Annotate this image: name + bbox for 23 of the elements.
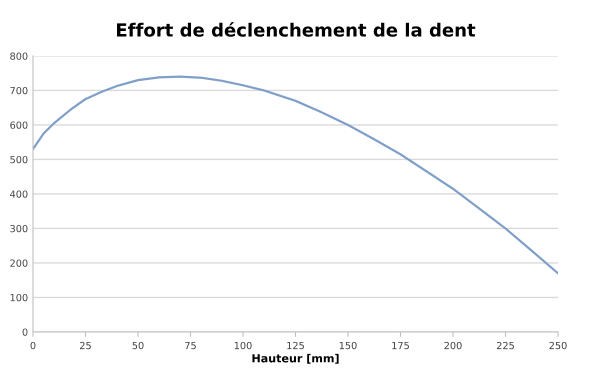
x-tick-label: 200	[444, 342, 462, 350]
x-tick-label: 250	[549, 342, 567, 350]
x-tick-label: 100	[234, 342, 252, 350]
y-tick-label: 100	[10, 294, 28, 302]
y-tick-label: 200	[10, 259, 28, 267]
x-tick-label: 150	[340, 342, 357, 350]
y-tick-label: 0	[22, 328, 28, 336]
y-tick-label: 700	[10, 86, 28, 94]
x-tick-label: 50	[132, 342, 144, 350]
x-tick-label: 125	[287, 342, 304, 350]
chart-title: Effort de déclenchement de la dent	[117, 22, 476, 37]
x-tick-label: 75	[185, 342, 196, 350]
x-tick-label: 175	[392, 342, 409, 350]
y-tick-label: 300	[10, 224, 28, 232]
y-tick-label: 800	[10, 52, 28, 60]
x-axis-title: Hauteur [mm]	[252, 354, 339, 364]
x-tick-label: 225	[496, 342, 514, 350]
y-tick-label: 500	[10, 156, 28, 164]
y-tick-label: 400	[10, 190, 28, 198]
x-tick-label: 0	[30, 342, 36, 350]
line-series	[33, 76, 558, 274]
x-tick-label: 25	[80, 342, 91, 350]
y-tick-label: 600	[10, 121, 28, 129]
